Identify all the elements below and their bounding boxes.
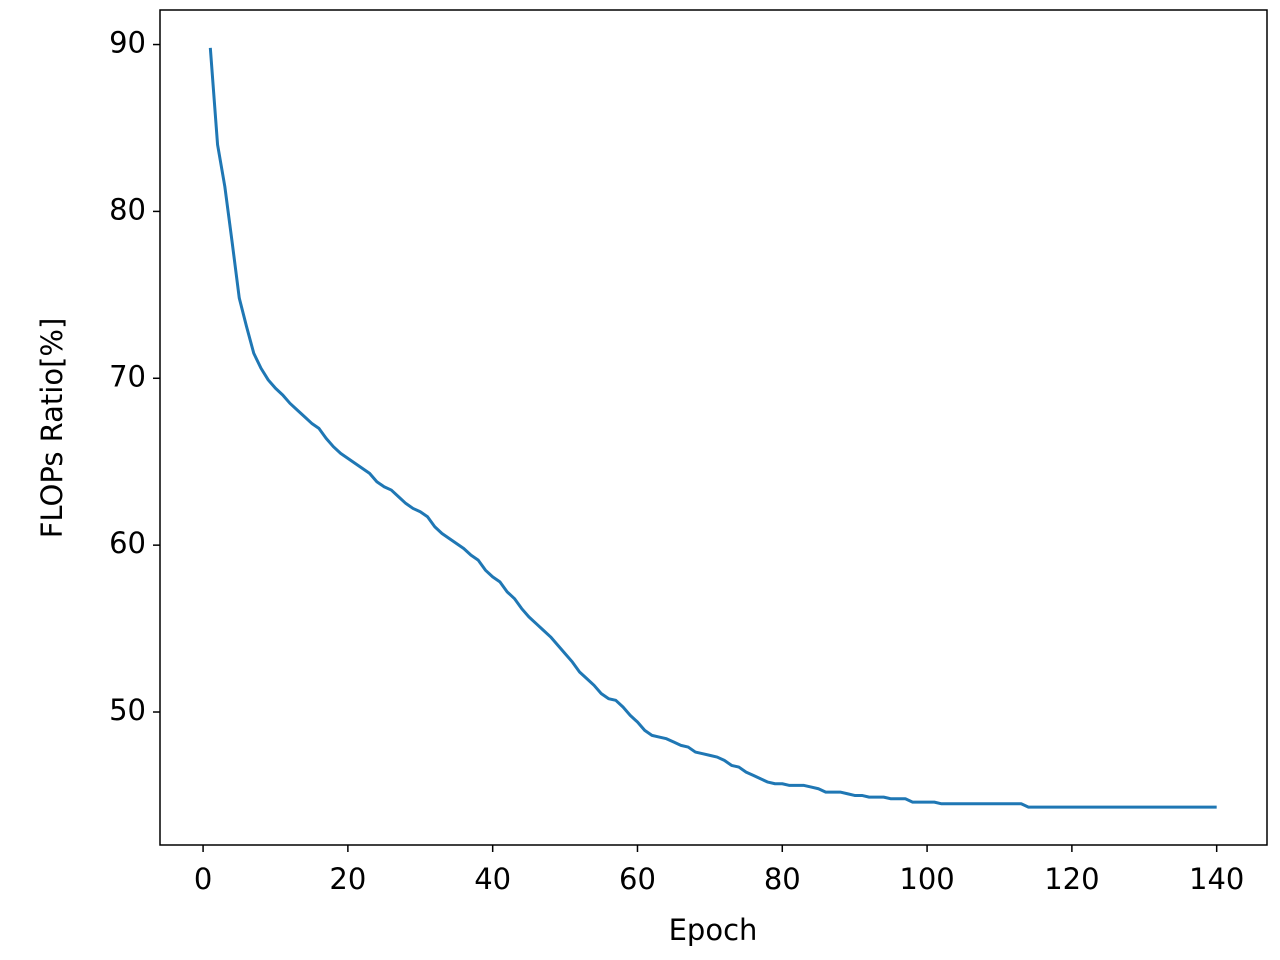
plot-frame: [159, 9, 1268, 846]
y-tick-label: 60: [109, 526, 146, 560]
x-tick-label: 40: [474, 862, 511, 896]
y-tick-label: 50: [109, 693, 146, 727]
x-axis-label: Epoch: [669, 913, 758, 947]
y-axis-label: FLOPs Ratio[%]: [35, 318, 69, 539]
y-tick-label: 70: [109, 359, 146, 393]
data-line: [208, 47, 1217, 809]
x-tick-label: 0: [194, 862, 212, 896]
x-tick-label: 140: [1189, 862, 1244, 896]
y-tick-label: 80: [109, 192, 146, 226]
x-tick-label: 100: [899, 862, 954, 896]
y-tick-label: 90: [109, 26, 146, 60]
x-tick-label: 80: [764, 862, 801, 896]
x-tick-label: 120: [1044, 862, 1099, 896]
x-tick-label: 60: [619, 862, 656, 896]
x-tick-label: 20: [329, 862, 366, 896]
